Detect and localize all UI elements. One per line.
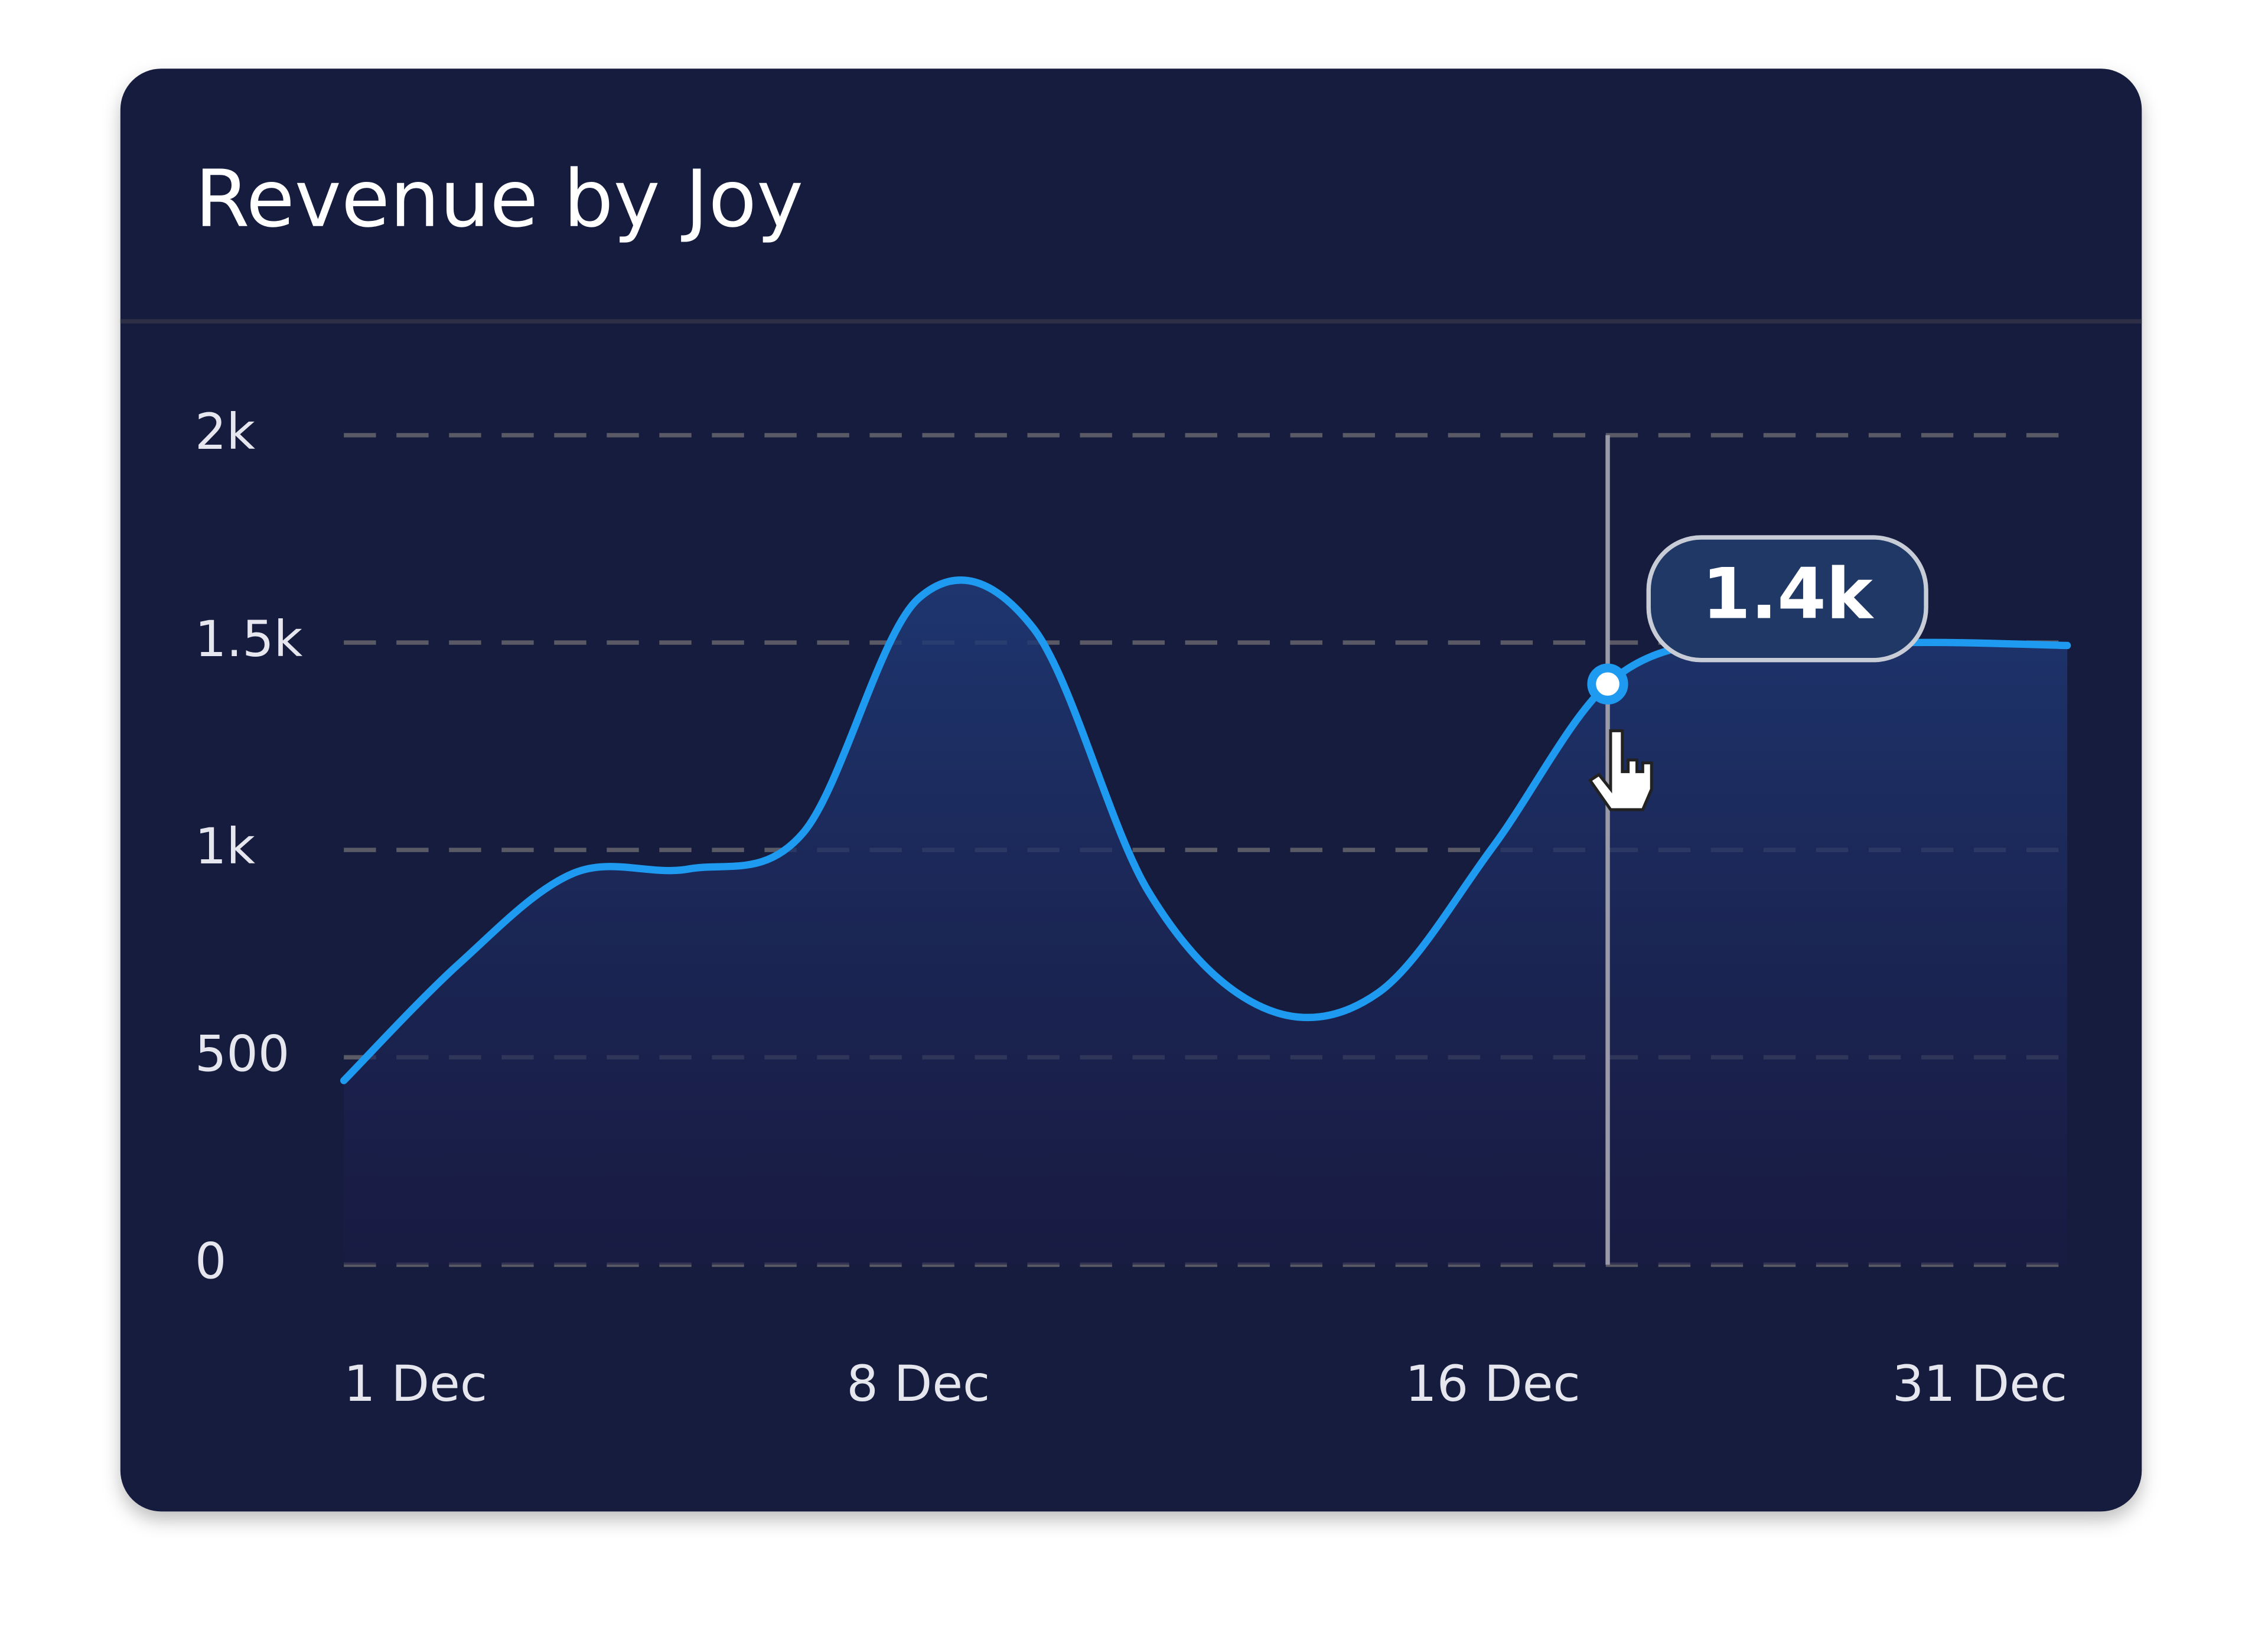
cursor-icon xyxy=(1588,729,1653,811)
y-tick-label: 1.5k xyxy=(195,610,303,668)
y-tick-label: 500 xyxy=(195,1025,289,1083)
x-tick-label: 1 Dec xyxy=(344,1355,487,1413)
x-tick-label: 16 Dec xyxy=(1405,1355,1580,1413)
chart-title: Revenue by Joy xyxy=(195,154,803,245)
tooltip-label: 1.4k xyxy=(1702,553,1875,635)
tooltip-box xyxy=(1646,535,1928,663)
y-tick-label: 0 xyxy=(195,1232,226,1290)
x-tick-label: 31 Dec xyxy=(1892,1355,2067,1413)
area-fill xyxy=(344,580,2068,1265)
hover-point xyxy=(1587,663,1628,705)
y-tick-label: 1k xyxy=(195,817,255,875)
x-tick-label: 8 Dec xyxy=(846,1355,990,1413)
y-tick-label: 2k xyxy=(195,403,255,461)
